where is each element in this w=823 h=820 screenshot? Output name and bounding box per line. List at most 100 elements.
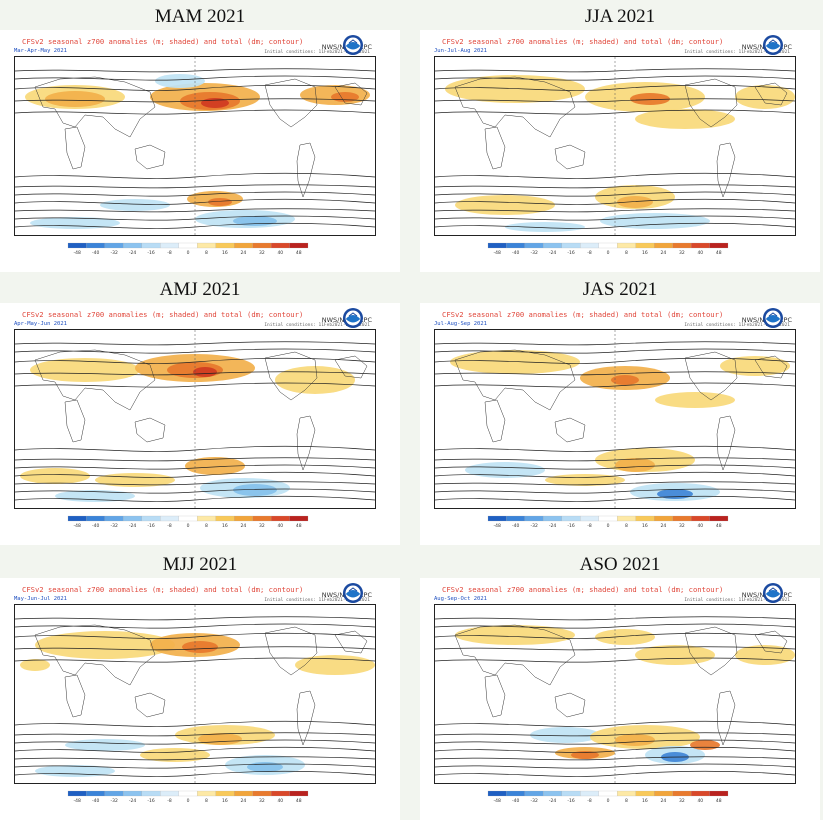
svg-text:-24: -24: [129, 250, 136, 256]
map-init: Initial conditions: 11Feb2021-20Feb2021: [684, 50, 790, 55]
colorbar: -48 -40 -32 -24 -16 -8 0 8 16 24 32 40 48: [58, 515, 318, 529]
colorbar: -48 -40 -32 -24 -16 -8 0 8 16 24 32 40 48: [58, 790, 318, 804]
svg-text:0: 0: [607, 798, 610, 804]
colorbar: -48 -40 -32 -24 -16 -8 0 8 16 24 32 40 48: [478, 515, 738, 529]
svg-text:-40: -40: [92, 798, 99, 804]
svg-text:32: 32: [259, 798, 265, 804]
anomaly-map: [14, 329, 376, 509]
svg-text:-32: -32: [110, 798, 117, 804]
panel-title: ASO 2021: [579, 554, 661, 575]
svg-text:-48: -48: [494, 523, 501, 529]
svg-text:0: 0: [607, 250, 610, 256]
svg-text:8: 8: [625, 523, 628, 529]
colorbar: -48 -40 -32 -24 -16 -8 0 8 16 24 32 40 48: [58, 242, 318, 256]
svg-text:-8: -8: [587, 523, 592, 529]
svg-text:48: 48: [296, 798, 302, 804]
svg-text:0: 0: [187, 523, 190, 529]
svg-text:-40: -40: [92, 250, 99, 256]
svg-text:-32: -32: [110, 250, 117, 256]
noaa-logo-icon: [763, 35, 783, 55]
svg-text:-40: -40: [512, 250, 519, 256]
svg-text:24: 24: [241, 798, 247, 804]
anomaly-map: [434, 329, 796, 509]
svg-text:40: 40: [277, 798, 283, 804]
svg-text:-32: -32: [110, 523, 117, 529]
svg-text:16: 16: [222, 798, 228, 804]
svg-text:8: 8: [205, 523, 208, 529]
svg-text:40: 40: [697, 523, 703, 529]
svg-text:-48: -48: [494, 250, 501, 256]
svg-text:-24: -24: [549, 250, 556, 256]
map-title: CFSv2 seasonal z700 anomalies (m; shaded…: [22, 585, 304, 594]
map-title: CFSv2 seasonal z700 anomalies (m; shaded…: [442, 310, 724, 319]
anomaly-map: [14, 56, 376, 236]
map-period: May-Jun-Jul 2021: [14, 596, 67, 602]
svg-text:-16: -16: [567, 250, 574, 256]
svg-text:-8: -8: [587, 798, 592, 804]
svg-text:40: 40: [697, 250, 703, 256]
svg-text:-48: -48: [74, 798, 81, 804]
svg-text:24: 24: [661, 523, 667, 529]
svg-text:-40: -40: [92, 523, 99, 529]
noaa-logo-icon: [763, 583, 783, 603]
map-title: CFSv2 seasonal z700 anomalies (m; shaded…: [442, 37, 724, 46]
svg-text:48: 48: [716, 523, 722, 529]
svg-text:24: 24: [661, 798, 667, 804]
map-card: CFSv2 seasonal z700 anomalies (m; shaded…: [420, 30, 820, 272]
svg-text:-40: -40: [512, 798, 519, 804]
svg-text:32: 32: [679, 250, 685, 256]
svg-text:-24: -24: [549, 798, 556, 804]
anomaly-map: [434, 56, 796, 236]
map-init: Initial conditions: 11Feb2021-20Feb2021: [264, 598, 370, 603]
svg-text:-40: -40: [512, 523, 519, 529]
svg-text:40: 40: [697, 798, 703, 804]
map-period: Mar-Apr-May 2021: [14, 48, 67, 54]
svg-text:-32: -32: [530, 250, 537, 256]
svg-text:8: 8: [205, 798, 208, 804]
panel-jas: JAS 2021 CFSv2 seasonal z700 anomalies (…: [420, 275, 820, 545]
svg-text:32: 32: [259, 250, 265, 256]
panel-title: AMJ 2021: [159, 279, 241, 300]
map-period: Jun-Jul-Aug 2021: [434, 48, 487, 54]
svg-text:-24: -24: [129, 798, 136, 804]
panel-title: JAS 2021: [582, 279, 658, 300]
svg-text:-48: -48: [494, 798, 501, 804]
svg-text:-48: -48: [74, 523, 81, 529]
panel-title: MAM 2021: [154, 6, 246, 27]
map-card: CFSv2 seasonal z700 anomalies (m; shaded…: [0, 578, 400, 820]
svg-text:-16: -16: [147, 250, 154, 256]
svg-text:0: 0: [607, 523, 610, 529]
svg-text:-24: -24: [549, 523, 556, 529]
svg-text:16: 16: [222, 523, 228, 529]
panel-mam: MAM 2021 CFSv2 seasonal z700 anomalies (…: [0, 2, 400, 272]
svg-text:8: 8: [625, 250, 628, 256]
svg-text:-32: -32: [530, 523, 537, 529]
svg-text:16: 16: [642, 250, 648, 256]
map-period: Aug-Sep-Oct 2021: [434, 596, 487, 602]
svg-text:24: 24: [241, 250, 247, 256]
panel-aso: ASO 2021 CFSv2 seasonal z700 anomalies (…: [420, 550, 820, 820]
svg-text:-32: -32: [530, 798, 537, 804]
svg-text:48: 48: [716, 250, 722, 256]
map-init: Initial conditions: 11Feb2021-20Feb2021: [684, 598, 790, 603]
panel-amj: AMJ 2021 CFSv2 seasonal z700 anomalies (…: [0, 275, 400, 545]
svg-text:-16: -16: [567, 798, 574, 804]
svg-text:16: 16: [642, 523, 648, 529]
anomaly-map: [434, 604, 796, 784]
svg-text:-16: -16: [147, 798, 154, 804]
svg-text:0: 0: [187, 250, 190, 256]
map-card: CFSv2 seasonal z700 anomalies (m; shaded…: [0, 30, 400, 272]
svg-text:40: 40: [277, 250, 283, 256]
svg-text:16: 16: [222, 250, 228, 256]
map-period: Apr-May-Jun 2021: [14, 321, 67, 327]
map-title: CFSv2 seasonal z700 anomalies (m; shaded…: [442, 585, 724, 594]
svg-text:-8: -8: [167, 798, 172, 804]
svg-text:24: 24: [241, 523, 247, 529]
map-init: Initial conditions: 11Feb2021-20Feb2021: [684, 323, 790, 328]
svg-text:32: 32: [259, 523, 265, 529]
svg-text:48: 48: [296, 250, 302, 256]
anomaly-map: [14, 604, 376, 784]
svg-text:-16: -16: [567, 523, 574, 529]
svg-text:8: 8: [205, 250, 208, 256]
svg-text:-48: -48: [74, 250, 81, 256]
